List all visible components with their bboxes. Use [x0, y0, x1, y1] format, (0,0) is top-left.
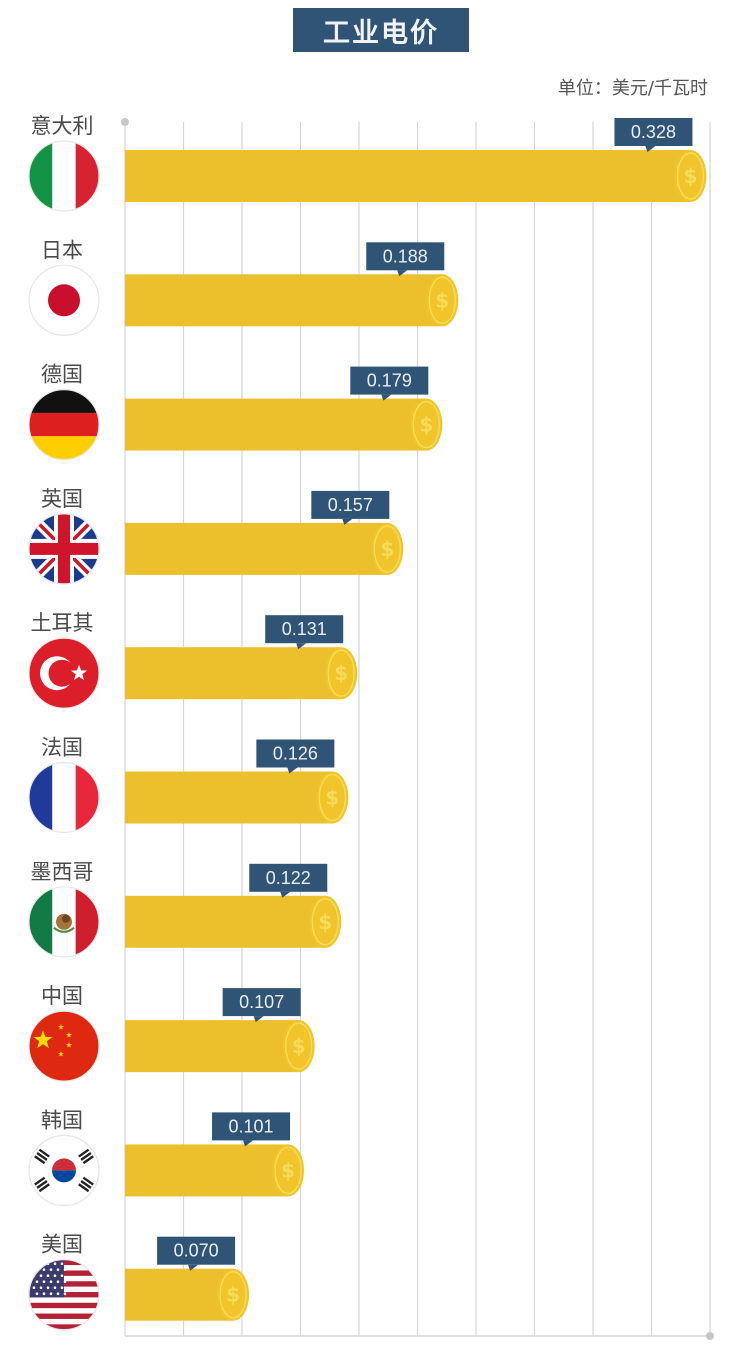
svg-text:$: $: [281, 1158, 295, 1182]
country-label: 法国: [41, 736, 83, 760]
bars: $0.328$0.188$0.179$0.157$0.131$0.126$0.1…: [125, 118, 707, 1321]
country-label: 美国: [41, 1233, 83, 1257]
svg-text:$: $: [318, 910, 332, 934]
value-label-text: 0.328: [631, 122, 676, 142]
svg-text:$: $: [226, 1283, 240, 1307]
bar-row: $0.157: [125, 490, 404, 575]
korea-flag: [29, 1135, 99, 1206]
country-label: 韩国: [41, 1108, 83, 1132]
value-label: 0.157: [311, 490, 390, 525]
value-label-text: 0.101: [229, 1116, 274, 1136]
bar-row: $0.188: [125, 242, 459, 327]
value-label-text: 0.126: [273, 744, 318, 764]
bar: [125, 1020, 299, 1073]
svg-text:$: $: [292, 1034, 306, 1058]
value-label: 0.122: [249, 863, 328, 898]
bar: [125, 522, 388, 575]
bar-row: $0.126: [125, 739, 349, 824]
value-label: 0.131: [265, 615, 344, 650]
flag-icon: [28, 761, 100, 834]
country-label: 意大利: [31, 114, 94, 138]
country-label: 英国: [41, 487, 83, 511]
dollar-coin-icon: $: [272, 1144, 305, 1197]
value-label-text: 0.188: [383, 246, 428, 266]
value-label-text: 0.179: [367, 371, 412, 391]
uk-flag: [29, 513, 99, 584]
bar: [125, 647, 342, 700]
value-label-text: 0.070: [174, 1241, 219, 1261]
value-label: 0.126: [256, 739, 335, 774]
bar-row: $0.070: [125, 1236, 250, 1321]
dollar-coin-icon: $: [371, 522, 404, 575]
value-label-text: 0.107: [239, 992, 284, 1012]
svg-text:$: $: [435, 288, 449, 312]
value-label: 0.188: [366, 242, 445, 277]
bar: [125, 398, 427, 451]
bar: [125, 1268, 234, 1321]
flag-icon: [28, 637, 100, 709]
bar: [125, 274, 443, 327]
value-label-text: 0.157: [328, 495, 373, 515]
value-label: 0.107: [222, 988, 301, 1023]
axis-end-dot: [706, 1332, 714, 1340]
germany-flag: [29, 389, 99, 460]
country-label: 中国: [41, 984, 83, 1008]
bar-row: $0.328: [125, 118, 707, 202]
dollar-coin-icon: $: [309, 895, 342, 948]
bar: [125, 895, 326, 948]
flag-icon: [28, 1259, 100, 1331]
country-label: 土耳其: [31, 611, 94, 635]
svg-text:$: $: [380, 537, 394, 561]
svg-text:$: $: [325, 786, 339, 810]
usa-flag: [29, 1259, 99, 1330]
dollar-coin-icon: $: [217, 1268, 250, 1321]
flag-icon: [28, 1134, 100, 1207]
flag-icon: [28, 140, 100, 212]
flag-icon: [28, 513, 100, 585]
flag-icon: [28, 1010, 100, 1082]
country-label: 德国: [41, 363, 83, 387]
bar-row: $0.107: [125, 988, 315, 1073]
bar: [125, 1144, 289, 1197]
svg-text:$: $: [683, 164, 697, 188]
value-label: 0.070: [157, 1236, 236, 1271]
unit-label: 单位：美元/千瓦时: [557, 78, 708, 99]
country-label: 日本: [41, 238, 83, 262]
china-flag: [29, 1011, 99, 1082]
bar-row: $0.101: [125, 1112, 305, 1197]
svg-text:$: $: [419, 413, 433, 437]
dollar-coin-icon: $: [674, 150, 707, 202]
bar: [125, 150, 691, 202]
bar-row: $0.131: [125, 615, 358, 700]
flag-icon: [28, 389, 100, 461]
japan-flag: [29, 265, 99, 336]
turkey-flag: [29, 638, 99, 709]
bar-row: $0.122: [125, 863, 342, 948]
svg-text:$: $: [334, 661, 348, 685]
chart-title: 工业电价: [293, 8, 469, 52]
value-label: 0.328: [614, 118, 693, 152]
italy-flag: [29, 141, 99, 211]
bar: [125, 771, 333, 824]
value-label-text: 0.131: [282, 619, 327, 639]
value-label-text: 0.122: [266, 868, 311, 888]
value-label: 0.101: [212, 1112, 291, 1147]
dollar-coin-icon: $: [426, 274, 459, 327]
france-flag: [29, 762, 99, 833]
value-label: 0.179: [350, 366, 429, 401]
flag-icon: [28, 264, 100, 336]
dollar-coin-icon: $: [410, 398, 443, 451]
dollar-coin-icon: $: [316, 771, 349, 824]
dollar-coin-icon: $: [325, 647, 358, 700]
country-label: 墨西哥: [31, 860, 94, 884]
axis-start-dot: [121, 118, 129, 126]
mexico-flag: [29, 886, 99, 957]
flag-icon: [28, 886, 100, 958]
dollar-coin-icon: $: [282, 1020, 315, 1073]
bar-row: $0.179: [125, 366, 443, 451]
